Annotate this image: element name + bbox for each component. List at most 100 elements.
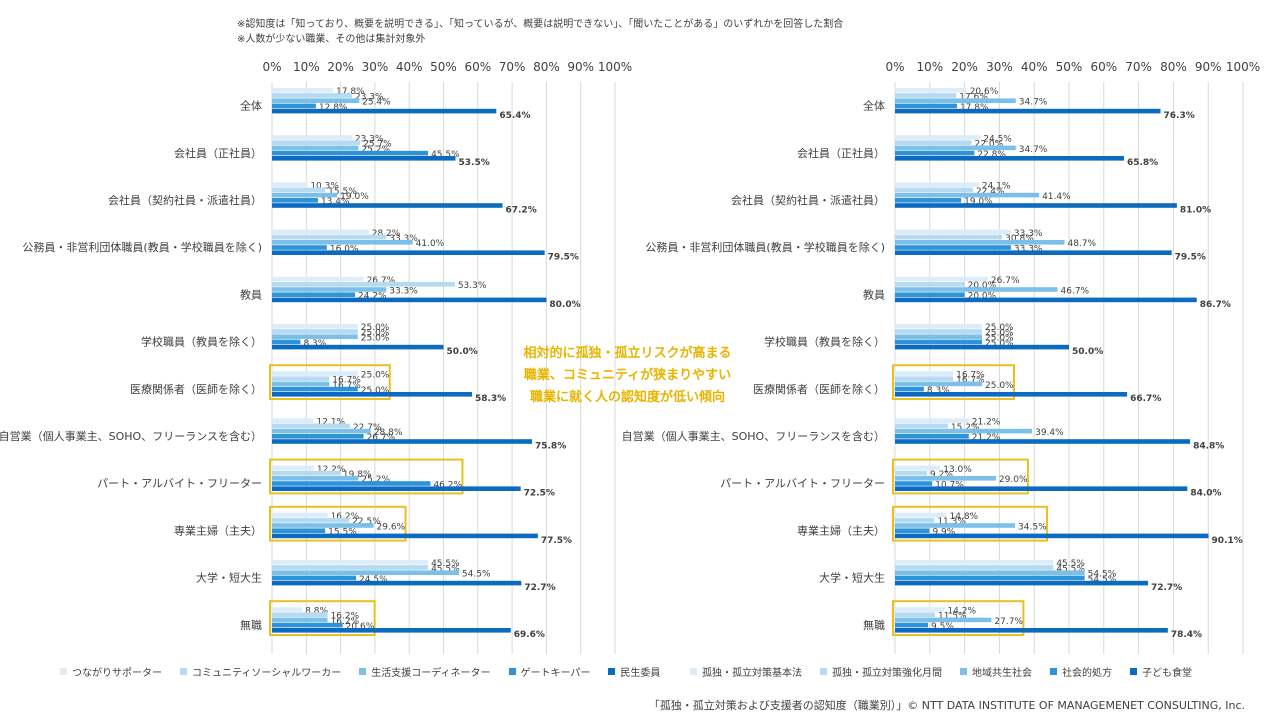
bar-left-s3 xyxy=(272,245,327,250)
footer-caption: 「孤独・孤立対策および支援者の認知度（職業別）」© NTT DATA INSTI… xyxy=(648,699,1245,712)
data-label-right-s4: 72.7% xyxy=(1151,583,1182,593)
bar-left-s4 xyxy=(272,108,497,114)
data-label-left-s3: 25.0% xyxy=(361,386,390,396)
bar-right-s4 xyxy=(895,580,1148,586)
bar-left-s2 xyxy=(272,287,387,292)
bar-right-s3 xyxy=(895,339,982,345)
axis-tick-right: 30% xyxy=(986,60,1013,74)
legend-label: 生活支援コーディネーター xyxy=(371,668,491,679)
data-label-right-s0: 14.2% xyxy=(947,606,976,616)
data-label-right-s2: 25.0% xyxy=(985,381,1014,391)
legend-item: コミュニティソーシャルワーカー xyxy=(180,664,341,679)
data-label-left-s1: 22.7% xyxy=(353,423,382,433)
axis-tick-left: 60% xyxy=(464,60,491,74)
bar-right-s0 xyxy=(895,465,941,471)
legend-swatch xyxy=(608,668,616,675)
bar-right-s3 xyxy=(895,198,962,203)
bar-right-s2 xyxy=(895,523,1016,528)
data-label-left-s3: 26.7% xyxy=(367,433,396,443)
bar-right-s4 xyxy=(895,250,1172,255)
category-label-right: 学校職員（教員を除く） xyxy=(764,335,885,349)
bar-right-s2 xyxy=(895,98,1016,103)
data-label-right-s1: 22.0% xyxy=(975,140,1004,150)
bar-right-s1 xyxy=(895,93,957,98)
highlight-box-left xyxy=(269,458,464,495)
data-label-left-s3: 16.0% xyxy=(330,244,359,254)
data-label-right-s3: 25.0% xyxy=(985,339,1014,349)
bar-right-s0 xyxy=(895,135,981,140)
category-label-left: 会社員（契約社員・派遣社員） xyxy=(108,193,262,207)
data-label-left-s3: 45.5% xyxy=(431,150,460,160)
bar-left-s3 xyxy=(272,528,326,533)
legend-item: 子ども食堂 xyxy=(1130,664,1192,679)
legend-swatch xyxy=(359,668,367,675)
data-label-left-s1: 45.5% xyxy=(431,564,460,574)
legend-swatch xyxy=(690,668,697,675)
bar-right-s4 xyxy=(895,486,1188,491)
data-label-left-s4: 75.8% xyxy=(535,441,566,451)
bar-left-s2 xyxy=(272,428,371,434)
data-label-left-s4: 58.3% xyxy=(475,394,506,404)
bar-right-s4 xyxy=(895,108,1161,114)
legend-label: 地域共生社会 xyxy=(972,668,1032,679)
bar-left-s1 xyxy=(272,376,330,381)
data-label-left-s3: 20.6% xyxy=(346,622,375,632)
bar-right-s3 xyxy=(895,245,1011,250)
axis-tick-left: 80% xyxy=(533,60,560,74)
legend-label: 民生委員 xyxy=(620,668,661,679)
bar-left-s0 xyxy=(272,512,328,518)
data-label-left-s1: 19.8% xyxy=(343,470,372,480)
category-label-left: 自営業（個人事業主、SOHO、フリーランスを含む） xyxy=(0,429,262,443)
legend-label: 孤独・孤立対策強化月間 xyxy=(832,668,942,679)
bar-left-s1 xyxy=(272,423,350,429)
data-label-right-s4: 66.7% xyxy=(1130,394,1161,404)
bar-left-s4 xyxy=(272,156,456,161)
data-label-left-s4: 72.7% xyxy=(524,583,555,593)
data-label-left-s2: 16.2% xyxy=(331,617,360,627)
data-label-right-s0: 21.2% xyxy=(972,418,1001,428)
bar-right-s2 xyxy=(895,145,1016,151)
data-label-left-s4: 53.5% xyxy=(459,158,490,168)
data-label-right-s3: 9.5% xyxy=(931,622,954,632)
data-label-right-s2: 54.5% xyxy=(1088,570,1117,580)
axis-tick-left: 20% xyxy=(327,60,354,74)
legend-label: 孤独・孤立対策基本法 xyxy=(702,668,802,679)
bar-left-s2 xyxy=(272,617,328,623)
bar-left-s4 xyxy=(272,486,521,491)
highlight-box-right xyxy=(892,600,1025,637)
data-label-left-s1: 23.3% xyxy=(355,92,384,102)
category-label-left: パート・アルバイト・フリーター xyxy=(97,477,262,490)
category-label-right: 自営業（個人事業主、SOHO、フリーランスを含む） xyxy=(622,429,885,443)
bar-right-s3 xyxy=(895,528,930,533)
category-label-right: 会社員（契約社員・派遣社員） xyxy=(731,193,885,207)
bar-right-s2 xyxy=(895,192,1040,198)
bar-left-s4 xyxy=(272,628,511,633)
data-label-left-s1: 22.5% xyxy=(352,517,381,527)
bar-right-s2 xyxy=(895,570,1085,575)
bar-left-s2 xyxy=(272,381,330,387)
axis-tick-left: 10% xyxy=(293,60,320,74)
data-label-right-s1: 9.2% xyxy=(930,470,953,480)
data-label-right-s4: 76.3% xyxy=(1164,111,1195,121)
highlight-box-left xyxy=(269,364,391,401)
category-label-left: 大学・短大生 xyxy=(196,571,262,585)
category-label-right: 公務員・非営利団体職員(教員・学校職員を除く) xyxy=(645,240,885,254)
axis-tick-right: 20% xyxy=(951,60,978,74)
bar-right-s3 xyxy=(895,150,975,156)
bar-left-s4 xyxy=(272,580,522,586)
bar-left-s2 xyxy=(272,476,359,481)
bar-right-s0 xyxy=(895,512,947,518)
data-label-right-s2: 48.7% xyxy=(1067,239,1096,249)
bar-left-s1 xyxy=(272,93,352,98)
legend-swatch xyxy=(820,668,827,675)
bar-left-s1 xyxy=(272,282,455,287)
data-label-left-s2: 25.2% xyxy=(361,475,390,485)
bar-left-s4 xyxy=(272,439,532,444)
legend-item: 孤独・孤立対策基本法 xyxy=(690,664,802,679)
bar-right-s4 xyxy=(895,439,1191,444)
legend-swatch xyxy=(508,668,516,675)
bar-right-s3 xyxy=(895,434,969,439)
bar-right-s2 xyxy=(895,428,1033,434)
bar-left-s0 xyxy=(272,607,303,612)
data-label-left-s0: 28.2% xyxy=(372,229,401,239)
